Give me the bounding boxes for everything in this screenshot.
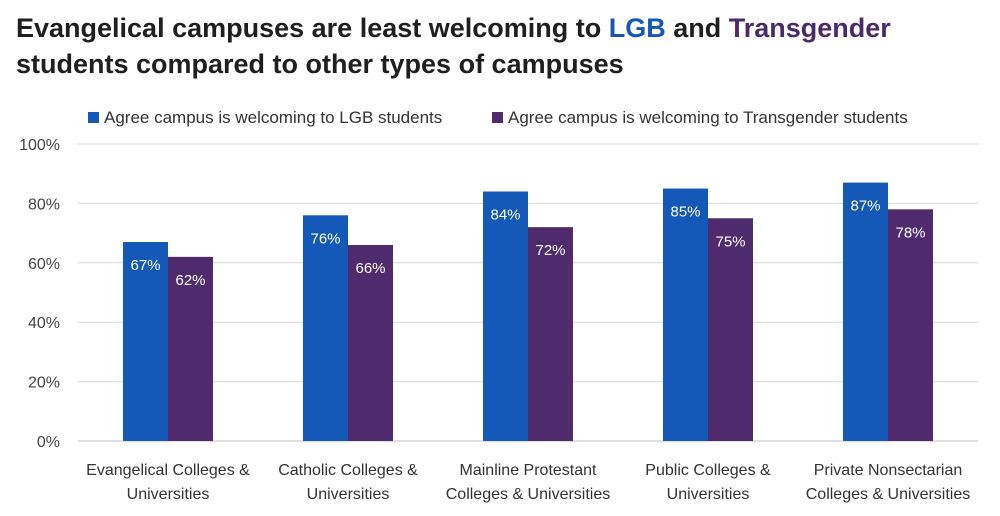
bar [708, 218, 753, 441]
bar [483, 191, 528, 441]
category-label: Universities [127, 486, 210, 503]
chart-title: Evangelical campuses are least welcoming… [16, 10, 986, 82]
title-part2: students compared to other types of camp… [16, 49, 624, 79]
bar [843, 182, 888, 442]
legend-label: Agree campus is welcoming to Transgender… [508, 108, 908, 127]
title-transgender: Transgender [728, 13, 891, 43]
category-label: Colleges & Universities [446, 486, 611, 503]
data-label: 75% [715, 233, 745, 250]
data-label: 78% [895, 224, 925, 241]
legend-label: Agree campus is welcoming to LGB student… [104, 108, 442, 127]
data-label: 84% [490, 207, 520, 224]
category-label: Private Nonsectarian [814, 462, 963, 479]
data-label: 87% [850, 198, 880, 215]
category-label: Public Colleges & [645, 462, 771, 479]
bar [528, 227, 573, 441]
bar [888, 209, 933, 441]
title-part1: Evangelical campuses are least welcoming… [16, 13, 609, 43]
bar [168, 256, 213, 441]
category-label: Universities [667, 486, 750, 503]
category-label: Catholic Colleges & [278, 462, 418, 479]
y-tick-label: 100% [19, 137, 60, 154]
y-tick-label: 40% [28, 315, 60, 332]
bar [663, 188, 708, 441]
bar [348, 244, 393, 441]
category-label: Colleges & Universities [806, 486, 971, 503]
title-mid: and [665, 13, 729, 43]
legend-swatch [492, 112, 503, 123]
bar [123, 242, 168, 441]
data-label: 76% [310, 230, 340, 247]
legend-swatch [88, 112, 99, 123]
title-lgb: LGB [608, 13, 666, 43]
category-label: Universities [307, 486, 390, 503]
data-label: 67% [130, 257, 160, 274]
data-label: 85% [670, 204, 700, 221]
y-tick-label: 80% [28, 196, 60, 213]
data-label: 66% [355, 260, 385, 277]
data-label: 62% [175, 272, 205, 289]
y-tick-label: 0% [37, 434, 60, 451]
category-label: Mainline Protestant [460, 462, 598, 479]
y-tick-label: 20% [28, 375, 60, 392]
y-tick-label: 60% [28, 256, 60, 273]
bar [303, 215, 348, 441]
data-label: 72% [535, 242, 565, 259]
category-label: Evangelical Colleges & [86, 462, 250, 479]
